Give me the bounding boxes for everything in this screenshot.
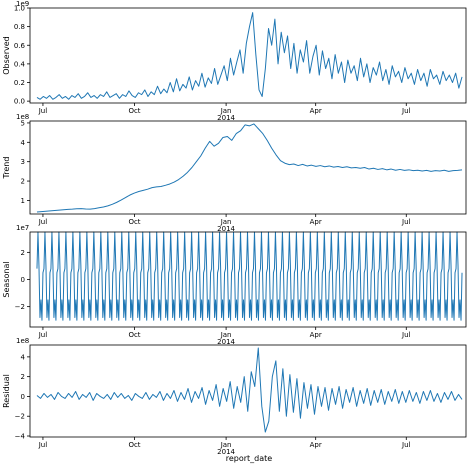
x-tick-year-label: 2014 xyxy=(217,114,235,122)
y-scale-offset-label: 1e8 xyxy=(16,337,29,345)
x-axis-label: report_date xyxy=(226,454,273,463)
y-scale-offset-label: 1e8 xyxy=(16,113,29,121)
y-axis-label: Seasonal xyxy=(2,261,11,297)
x-tick-label: Oct xyxy=(128,331,140,339)
y-tick-label: −2 xyxy=(15,303,25,311)
y-tick-label: −2 xyxy=(15,413,25,421)
y-tick-label: 1.0 xyxy=(14,5,25,13)
y-tick-label: 3 xyxy=(21,158,25,166)
y-tick-label: 5 xyxy=(21,119,25,127)
x-tick-label: Apr xyxy=(310,218,322,226)
x-tick-label: Jul xyxy=(38,331,48,339)
y-tick-label: 0 xyxy=(21,393,25,401)
y-axis-label: Trend xyxy=(2,157,11,180)
y-axis-label: Residual xyxy=(2,374,11,408)
x-tick-label: Jul xyxy=(401,441,411,449)
x-tick-year-label: 2014 xyxy=(217,338,235,346)
x-tick-label: Jan xyxy=(220,441,232,449)
x-tick-label: Jul xyxy=(38,441,48,449)
axes-frame xyxy=(29,7,467,104)
y-tick-label: 0.4 xyxy=(14,60,26,68)
series-line-trend xyxy=(36,123,463,213)
x-tick-label: Oct xyxy=(128,218,140,226)
x-tick-label: Apr xyxy=(310,441,322,449)
y-tick-label: −4 xyxy=(15,433,26,441)
x-tick-year-label: 2014 xyxy=(217,225,235,233)
y-tick-label: 4 xyxy=(21,353,26,361)
x-tick-label: Jul xyxy=(38,218,48,226)
x-tick-label: Oct xyxy=(128,107,140,115)
x-tick-label: Jan xyxy=(220,107,232,115)
series-line-seasonal xyxy=(36,231,463,321)
y-scale-offset-label: 1e7 xyxy=(16,224,29,232)
x-tick-label: Apr xyxy=(310,331,322,339)
x-tick-label: Jul xyxy=(401,331,411,339)
y-tick-label: 0.6 xyxy=(14,42,26,50)
y-tick-label: 2 xyxy=(21,373,25,381)
x-tick-label: Jul xyxy=(38,107,48,115)
y-tick-label: 4 xyxy=(21,139,26,147)
axes-frame xyxy=(29,120,467,215)
x-tick-label: Jul xyxy=(401,107,411,115)
x-tick-label: Jan xyxy=(220,218,232,226)
x-tick-label: Oct xyxy=(128,441,140,449)
x-tick-label: Apr xyxy=(310,107,322,115)
x-tick-label: Jul xyxy=(401,218,411,226)
y-tick-label: 0.8 xyxy=(14,23,25,31)
y-tick-label: 0 xyxy=(21,276,25,284)
y-tick-label: 2 xyxy=(21,178,25,186)
y-tick-label: 1 xyxy=(21,197,25,205)
x-tick-label: Jan xyxy=(220,331,232,339)
axes-frame xyxy=(29,344,467,438)
x-tick-year-label: 2014 xyxy=(217,448,235,456)
y-tick-label: 0.0 xyxy=(14,98,25,106)
series-line-residual xyxy=(36,347,463,433)
series-line-observed xyxy=(36,12,463,100)
y-tick-label: 2 xyxy=(21,249,25,257)
y-tick-label: 0.2 xyxy=(14,79,25,87)
y-scale-offset-label: 1e9 xyxy=(16,0,29,8)
y-axis-label: Observed xyxy=(2,36,11,75)
